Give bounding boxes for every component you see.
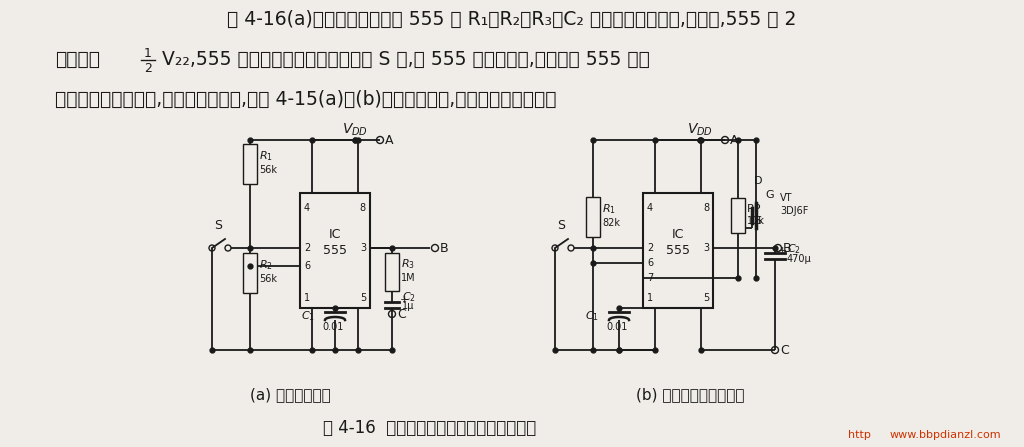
Bar xyxy=(385,253,399,291)
Text: 4: 4 xyxy=(647,203,653,213)
Text: 图 4-16(a)的触摸通断开关由 555 和 R₁、R₂、R₃、C₂ 组成施密特触发器,常态时,555 的 2: 图 4-16(a)的触摸通断开关由 555 和 R₁、R₂、R₃、C₂ 组成施密… xyxy=(227,10,797,29)
Text: $V_{DD}$: $V_{DD}$ xyxy=(687,122,713,138)
Text: 1M: 1M xyxy=(401,273,416,283)
Text: 0.01: 0.01 xyxy=(323,322,344,332)
Text: 6: 6 xyxy=(647,258,653,268)
Bar xyxy=(243,253,257,293)
Text: A: A xyxy=(385,134,393,147)
Text: 脚电压为: 脚电压为 xyxy=(55,50,100,69)
Text: 1: 1 xyxy=(304,293,310,303)
Text: B: B xyxy=(783,241,792,254)
Text: $C_1$: $C_1$ xyxy=(585,309,599,323)
Text: 470μ: 470μ xyxy=(787,254,812,264)
Bar xyxy=(586,197,600,237)
Text: www.bbpdianzl.com: www.bbpdianzl.com xyxy=(890,430,1001,440)
Text: D: D xyxy=(754,176,762,186)
Text: 5: 5 xyxy=(359,293,366,303)
Text: (b) 触摸长延时定时开关: (b) 触摸长延时定时开关 xyxy=(636,388,744,402)
Bar xyxy=(300,193,370,308)
Text: 3DJ6F: 3DJ6F xyxy=(780,206,808,216)
Text: $C_1$: $C_1$ xyxy=(301,309,315,323)
Text: VT: VT xyxy=(780,193,793,203)
Text: S: S xyxy=(755,216,761,226)
Text: 0.01: 0.01 xyxy=(606,322,628,332)
Text: RP: RP xyxy=(746,203,762,214)
Text: 4: 4 xyxy=(304,203,310,213)
Text: 2: 2 xyxy=(144,62,152,75)
Text: 10k: 10k xyxy=(746,216,765,226)
Text: $C_2$: $C_2$ xyxy=(402,290,416,304)
Text: 82k: 82k xyxy=(602,218,620,228)
Text: 3: 3 xyxy=(702,243,709,253)
Text: 56k: 56k xyxy=(259,165,278,175)
Text: 2: 2 xyxy=(304,243,310,253)
Text: S: S xyxy=(557,219,565,232)
Bar xyxy=(731,198,745,233)
Text: 3: 3 xyxy=(359,243,366,253)
Text: IC: IC xyxy=(672,228,684,241)
Text: $R_1$: $R_1$ xyxy=(602,202,616,216)
Text: $R_2$: $R_2$ xyxy=(259,258,272,272)
Text: 8: 8 xyxy=(702,203,709,213)
Text: $R_3$: $R_3$ xyxy=(401,257,415,271)
Bar xyxy=(243,144,257,184)
Text: (a) 触摸通断开关: (a) 触摸通断开关 xyxy=(250,388,331,402)
Text: +: + xyxy=(778,246,787,256)
Text: C: C xyxy=(397,308,406,320)
Text: 1: 1 xyxy=(144,47,152,60)
Text: 态。该电路每按一次,则改变一次状态,与图 4-15(a)、(b)过零开关配合,可广泛用于各种电子: 态。该电路每按一次,则改变一次状态,与图 4-15(a)、(b)过零开关配合,可… xyxy=(55,90,556,109)
Text: 7: 7 xyxy=(647,273,653,283)
Text: 8: 8 xyxy=(359,203,366,213)
Text: 6: 6 xyxy=(304,261,310,271)
Text: http: http xyxy=(848,430,870,440)
Text: V₂₂,555 处于某种稳态上。当按一下 S 后,则 555 置位或复位,视按压前 555 的状: V₂₂,555 处于某种稳态上。当按一下 S 后,则 555 置位或复位,视按压… xyxy=(162,50,650,69)
Text: 56k: 56k xyxy=(259,274,278,284)
Text: C: C xyxy=(780,343,788,357)
Text: 555: 555 xyxy=(666,244,690,257)
Text: A: A xyxy=(730,134,738,147)
Text: +: + xyxy=(400,295,410,305)
Bar xyxy=(643,193,713,308)
Text: G: G xyxy=(766,190,774,200)
Text: IC: IC xyxy=(329,228,341,241)
Text: $V_{DD}$: $V_{DD}$ xyxy=(342,122,368,138)
Text: 图 4-16  触摸式可控硅过零开关电路（一）: 图 4-16 触摸式可控硅过零开关电路（一） xyxy=(324,419,537,437)
Text: S: S xyxy=(214,219,222,232)
Text: B: B xyxy=(440,241,449,254)
Text: 5: 5 xyxy=(702,293,709,303)
Text: 555: 555 xyxy=(323,244,347,257)
Text: $R_1$: $R_1$ xyxy=(259,149,273,163)
Text: $C_2$: $C_2$ xyxy=(787,242,801,256)
Text: 1μ: 1μ xyxy=(402,301,415,311)
Text: 1: 1 xyxy=(647,293,653,303)
Text: 2: 2 xyxy=(647,243,653,253)
